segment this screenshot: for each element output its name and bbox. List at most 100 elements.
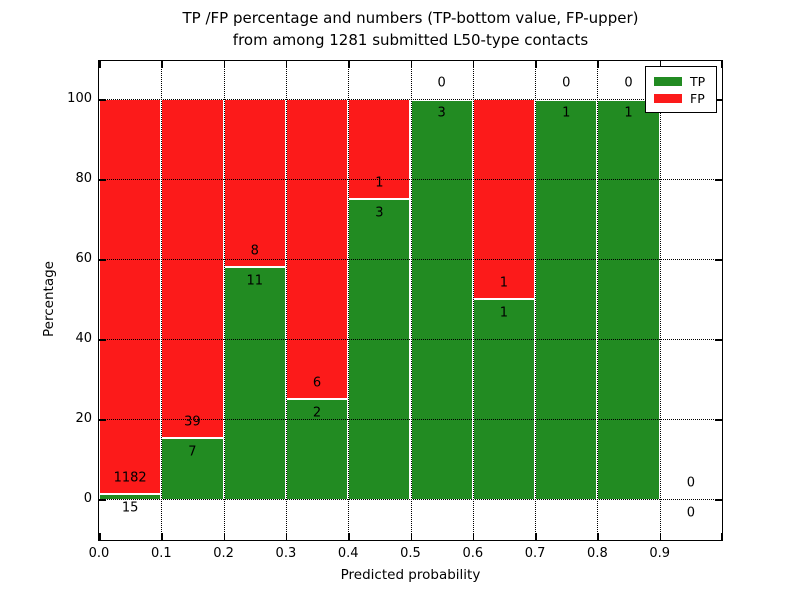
legend-swatch-tp xyxy=(654,77,682,86)
bar-count-label-tp: 3 xyxy=(375,205,384,221)
bar-segment-tp xyxy=(597,99,660,499)
x-tick xyxy=(161,533,163,540)
bar-segment-fp xyxy=(99,99,162,494)
bar-segment-tp xyxy=(161,438,224,499)
x-tick xyxy=(285,533,288,540)
y-tick-label: 100 xyxy=(67,91,92,106)
bar-segment-tp xyxy=(535,99,598,499)
bar-count-label-tp: 15 xyxy=(121,500,139,516)
bar-segment-tp xyxy=(223,267,286,499)
y-tick-label: 40 xyxy=(75,331,92,346)
chart-title-line2: from among 1281 submitted L50-type conta… xyxy=(232,31,589,49)
legend-label: TP xyxy=(690,73,706,89)
bar-segment-tp xyxy=(472,299,536,499)
bar-count-label-tp: 3 xyxy=(437,105,446,121)
y-tick xyxy=(99,499,106,501)
x-tick-label: 0.9 xyxy=(649,546,671,561)
legend-item: TP xyxy=(654,73,716,90)
bar-segment-tp xyxy=(410,99,473,499)
legend-label: FP xyxy=(690,90,705,106)
y-axis-label: Percentage xyxy=(41,261,57,337)
x-tick-label: 0.3 xyxy=(275,546,297,561)
x-tick-label: 0.8 xyxy=(587,546,608,561)
bar-count-label-fp: 0 xyxy=(686,475,695,491)
x-tick-label: 0.2 xyxy=(213,546,234,561)
bar-count-label-tp: 1 xyxy=(624,105,633,121)
bar-count-label-tp: 0 xyxy=(686,505,695,521)
y-tick xyxy=(99,179,106,181)
x-tick-top xyxy=(410,61,412,68)
horizontal-gridline xyxy=(99,99,722,100)
x-tick-label: 0.4 xyxy=(337,546,359,561)
vertical-gridline xyxy=(659,61,661,540)
x-tick xyxy=(348,533,350,540)
horizontal-gridline xyxy=(99,419,722,420)
vertical-gridline xyxy=(535,61,537,540)
y-tick-label: 0 xyxy=(83,491,92,506)
x-tick-top xyxy=(720,61,722,68)
horizontal-gridline xyxy=(99,499,722,500)
x-tick-label: 0.6 xyxy=(462,546,484,561)
vertical-gridline xyxy=(285,61,287,540)
x-tick-label: 0.5 xyxy=(400,546,421,561)
x-tick-label: 0.7 xyxy=(524,546,546,561)
chart-title-line1: TP /FP percentage and numbers (TP-bottom… xyxy=(182,9,639,27)
vertical-gridline xyxy=(472,61,474,540)
y-tick-label: 60 xyxy=(75,251,92,266)
vertical-gridline xyxy=(348,61,350,540)
bar-segment-fp xyxy=(161,99,224,439)
x-tick-top xyxy=(535,61,537,68)
bar-count-label-fp: 1 xyxy=(499,275,509,291)
x-tick-top xyxy=(223,61,226,68)
horizontal-gridline xyxy=(99,259,722,260)
y-tick-right xyxy=(715,339,722,341)
y-tick-label: 80 xyxy=(75,171,92,186)
x-tick xyxy=(99,533,101,540)
bar-count-label-tp: 7 xyxy=(188,444,197,460)
y-tick xyxy=(99,419,106,421)
vertical-gridline xyxy=(223,61,225,540)
vertical-gridline xyxy=(597,61,599,540)
horizontal-gridline xyxy=(99,179,722,180)
x-tick-label: 0.1 xyxy=(150,546,172,561)
x-tick-top xyxy=(161,61,163,68)
bar-count-label-tp: 2 xyxy=(312,405,322,421)
bar-count-label-tp: 1 xyxy=(499,305,509,321)
bar-segment-fp xyxy=(472,99,536,299)
vertical-gridline xyxy=(410,61,412,540)
y-tick xyxy=(99,339,106,341)
x-tick-top xyxy=(472,61,475,68)
vertical-gridline xyxy=(161,61,163,540)
x-tick xyxy=(410,533,412,540)
y-tick-right xyxy=(715,499,722,501)
x-tick xyxy=(720,533,722,540)
bar-count-label-fp: 0 xyxy=(562,75,571,91)
y-tick xyxy=(99,99,106,101)
horizontal-gridline xyxy=(99,339,722,340)
y-tick xyxy=(99,259,106,261)
bar-count-label-fp: 8 xyxy=(250,243,259,259)
bar-count-label-fp: 6 xyxy=(312,375,322,391)
bar-segment-fp xyxy=(285,99,349,399)
y-tick-right xyxy=(715,419,722,421)
x-axis-label: Predicted probability xyxy=(340,567,481,583)
x-tick-top xyxy=(597,61,599,68)
y-tick-right xyxy=(715,99,722,101)
bar-count-label-fp: 0 xyxy=(624,75,633,91)
legend-item: FP xyxy=(654,90,716,107)
x-tick-top xyxy=(285,61,288,68)
plot-area: 1182 15 39 7 8 11 6 2 1 3 0 3 1 1 0 1 0 1 0 0 xyxy=(98,60,723,541)
bar-segment-tp xyxy=(99,493,162,499)
x-tick-top xyxy=(348,61,350,68)
y-tick-label: 20 xyxy=(75,411,92,426)
x-tick xyxy=(472,533,475,540)
x-tick xyxy=(535,533,537,540)
x-tick-top xyxy=(659,61,662,68)
bar-count-label-fp: 1 xyxy=(375,175,384,191)
bar-count-label-tp: 11 xyxy=(246,273,264,289)
x-tick xyxy=(659,533,662,540)
x-tick-top xyxy=(99,61,101,68)
bar-count-label-tp: 1 xyxy=(562,105,571,121)
bar-segment-tp xyxy=(285,399,349,499)
